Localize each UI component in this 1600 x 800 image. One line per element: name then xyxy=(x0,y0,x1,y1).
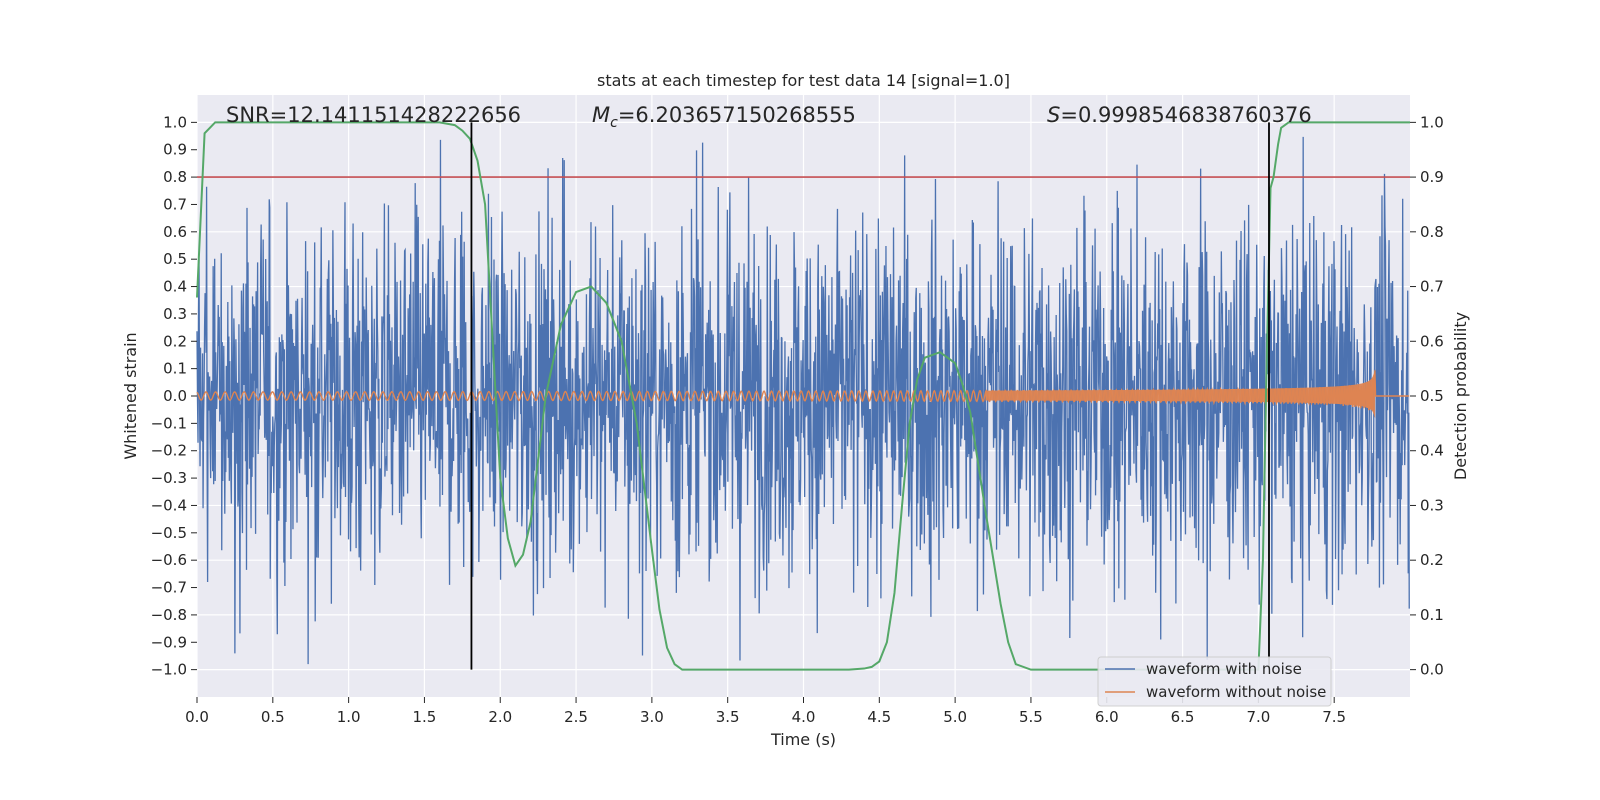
legend: waveform with noise waveform without noi… xyxy=(1097,656,1332,707)
mc-symbol: M xyxy=(592,103,610,127)
x-axis-ticks: 0.0 0.5 1.0 1.5 2.0 2.5 3.0 3.5 4.0 4.5 5.0 5.5 6.0 6… xyxy=(185,697,1346,726)
legend-label-noisy: waveform with noise xyxy=(1146,660,1302,678)
y2tick-label: 0.1 xyxy=(1420,606,1444,624)
xtick-label: 0.0 xyxy=(185,708,209,726)
y-axis-label: Whitened strain xyxy=(121,332,140,459)
clean-envelope xyxy=(985,368,1376,419)
y2tick-label: 0.4 xyxy=(1420,442,1444,460)
ytick-label: 0.6 xyxy=(163,223,187,241)
left-axis-ticks: 1.0 0.9 0.8 0.7 0.6 0.5 0.4 0.3 0.2 0.1 0.0 −0.1 −0.… xyxy=(151,113,197,679)
y2tick-label: 0.6 xyxy=(1420,332,1444,350)
ytick-label: 0.8 xyxy=(163,168,187,186)
xtick-label: 0.5 xyxy=(261,708,285,726)
ytick-label: 0.2 xyxy=(163,332,187,350)
legend-box xyxy=(1097,656,1332,707)
ytick-label: 0.7 xyxy=(163,195,187,213)
legend-label-clean: waveform without noise xyxy=(1146,683,1326,701)
xtick-label: 1.5 xyxy=(413,708,437,726)
xtick-label: 5.0 xyxy=(943,708,967,726)
ytick-label: 0.5 xyxy=(163,250,187,268)
y2tick-label: 1.0 xyxy=(1420,113,1444,131)
ytick-label: −0.9 xyxy=(151,633,187,651)
ytick-label: 0.1 xyxy=(163,360,187,378)
ytick-label: −0.1 xyxy=(151,414,187,432)
score-annotation: S=0.9998546838760376 xyxy=(1047,103,1312,127)
y2tick-label: 0.2 xyxy=(1420,551,1444,569)
xtick-label: 5.5 xyxy=(1019,708,1043,726)
ytick-label: −0.8 xyxy=(151,606,187,624)
mc-subscript: c xyxy=(610,115,618,131)
y2tick-label: 0.9 xyxy=(1420,168,1444,186)
ytick-label: −0.4 xyxy=(151,496,187,514)
xtick-label: 3.0 xyxy=(640,708,664,726)
ytick-label: −1.0 xyxy=(151,661,187,679)
xtick-label: 4.5 xyxy=(867,708,891,726)
ytick-label: −0.6 xyxy=(151,551,187,569)
chart-title: stats at each timestep for test data 14 … xyxy=(597,71,1010,90)
s-symbol: S xyxy=(1047,103,1060,127)
chirp-mass-annotation: Mc=6.203657150268555 xyxy=(592,103,856,131)
series-waveform-without-noise xyxy=(196,368,1410,419)
xtick-label: 4.0 xyxy=(792,708,816,726)
snr-annotation: SNR=12.141151428222656 xyxy=(226,103,521,127)
y2tick-label: 0.3 xyxy=(1420,496,1444,514)
mc-value: =6.203657150268555 xyxy=(618,103,856,127)
detection-markers xyxy=(470,122,1270,670)
y2tick-label: 0.8 xyxy=(1420,223,1444,241)
xtick-label: 7.5 xyxy=(1322,708,1346,726)
xtick-label: 2.0 xyxy=(488,708,512,726)
xtick-label: 2.5 xyxy=(564,708,588,726)
y2-axis-label: Detection probability xyxy=(1451,312,1470,480)
xtick-label: 7.0 xyxy=(1246,708,1270,726)
xtick-label: 6.0 xyxy=(1095,708,1119,726)
ytick-label: −0.3 xyxy=(151,469,187,487)
ytick-label: 0.4 xyxy=(163,278,187,296)
ytick-label: −0.5 xyxy=(151,524,187,542)
ytick-label: −0.2 xyxy=(151,442,187,460)
y2tick-label: 0.7 xyxy=(1420,278,1444,296)
xtick-label: 1.0 xyxy=(337,708,361,726)
y2tick-label: 0.5 xyxy=(1420,387,1444,405)
xtick-label: 6.5 xyxy=(1171,708,1195,726)
ytick-label: −0.7 xyxy=(151,579,187,597)
s-value: =0.9998546838760376 xyxy=(1060,103,1311,127)
ytick-label: 0.3 xyxy=(163,305,187,323)
x-axis-label: Time (s) xyxy=(770,730,836,749)
y2tick-label: 0.0 xyxy=(1420,661,1444,679)
right-axis-ticks: 1.0 0.9 0.8 0.7 0.6 0.5 0.4 0.3 0.2 0.1 0.0 xyxy=(1410,113,1444,679)
ytick-label: 0.9 xyxy=(163,141,187,159)
ytick-label: 1.0 xyxy=(163,113,187,131)
ytick-label: 0.0 xyxy=(163,387,187,405)
xtick-label: 3.5 xyxy=(716,708,740,726)
